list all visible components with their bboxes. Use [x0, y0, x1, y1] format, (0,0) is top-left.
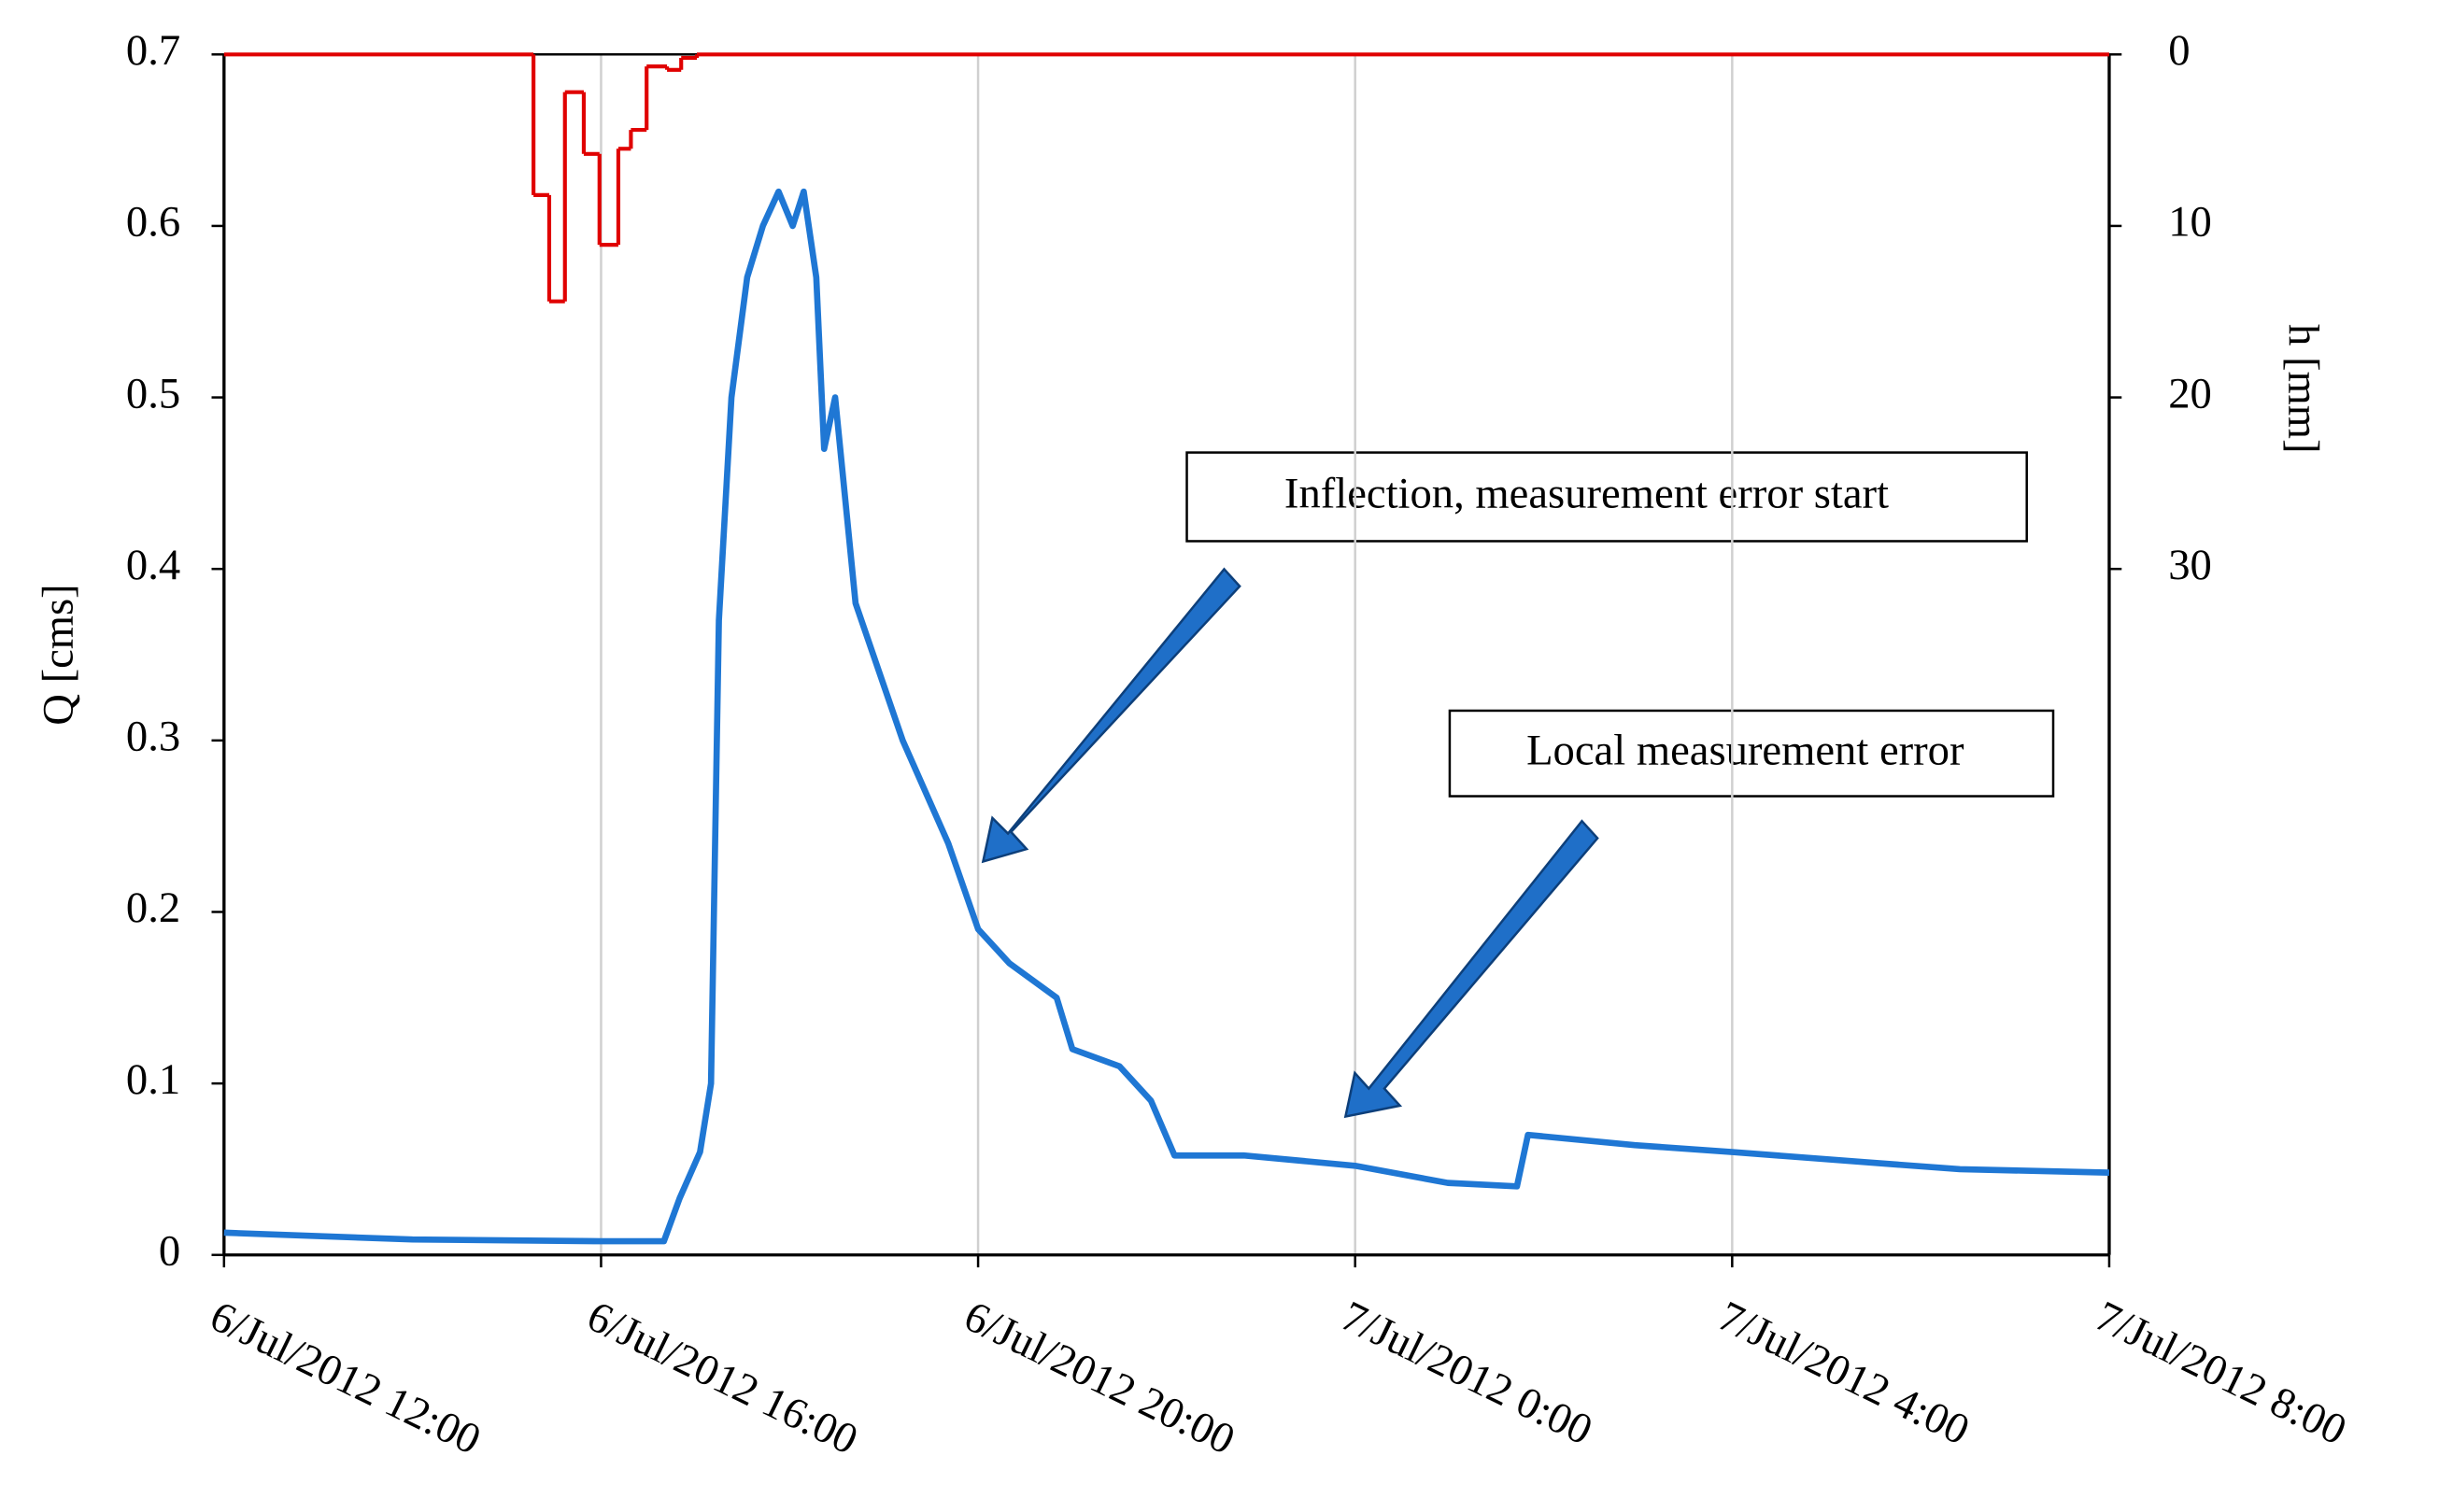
x-tick-label: 7/Jul/2012 8:00	[2088, 1292, 2354, 1454]
y-tick-label: 0.3	[126, 713, 180, 761]
y2-tick-label: 30	[2168, 541, 2212, 589]
y2-tick-label: 20	[2168, 369, 2212, 417]
arrow	[1343, 819, 1599, 1119]
annotation-arrows	[981, 567, 1599, 1119]
y-tick-label: 0	[159, 1226, 180, 1275]
y-axis-label: Q [cms]	[34, 584, 82, 725]
x-tick-label: 7/Jul/2012 0:00	[1334, 1292, 1600, 1454]
y-tick-label: 0.5	[126, 369, 180, 417]
y2-tick-label: 0	[2168, 26, 2190, 75]
y-tick-label: 0.6	[126, 198, 180, 247]
y-tick-label: 0.7	[126, 26, 180, 75]
y2-tick-label: 10	[2168, 198, 2212, 247]
annotation: Local measurement error	[1526, 726, 1964, 774]
y2-axis-label: h [mm]	[2278, 324, 2327, 454]
x-tick-label: 6/Jul/2012 20:00	[957, 1292, 1242, 1464]
y-tick-label: 0.4	[126, 541, 180, 589]
annotation-box	[1448, 709, 2055, 798]
line	[223, 188, 2110, 1245]
x-tick-label: 7/Jul/2012 4:00	[1710, 1292, 1977, 1454]
y-tick-label: 0.1	[126, 1055, 180, 1104]
annotation-box	[1185, 451, 2028, 543]
step-riser	[532, 54, 700, 302]
x-tick-label: 6/Jul/2012 12:00	[203, 1292, 489, 1464]
x-tick-label: 6/Jul/2012 16:00	[580, 1292, 866, 1464]
y-tick-label: 0.2	[126, 883, 180, 932]
annotation: Inflection, measurement error start	[1284, 470, 1889, 518]
arrow	[981, 567, 1241, 864]
